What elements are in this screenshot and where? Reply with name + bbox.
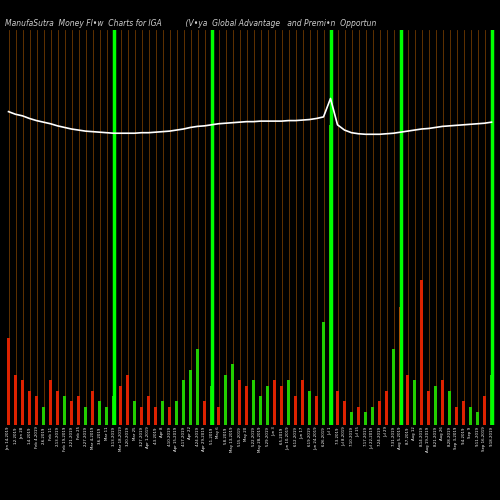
Bar (230, 364, 234, 425)
Bar (14, 375, 18, 425)
Bar (34, 396, 38, 425)
Bar (448, 391, 452, 425)
Bar (384, 391, 388, 425)
Bar (490, 375, 494, 425)
Bar (98, 402, 102, 425)
Bar (132, 402, 136, 425)
Bar (174, 402, 178, 425)
Bar (258, 396, 262, 425)
Bar (392, 348, 396, 425)
Bar (84, 406, 87, 425)
Bar (328, 125, 332, 425)
Bar (70, 402, 73, 425)
Bar (224, 375, 228, 425)
Bar (406, 375, 409, 425)
Bar (350, 412, 354, 425)
Bar (286, 380, 290, 425)
Bar (336, 391, 340, 425)
Bar (322, 322, 326, 425)
Bar (356, 406, 360, 425)
Bar (482, 396, 486, 425)
Bar (462, 402, 466, 425)
Bar (154, 406, 158, 425)
Bar (188, 370, 192, 425)
Bar (364, 412, 368, 425)
Bar (182, 380, 186, 425)
Bar (342, 402, 346, 425)
Bar (126, 375, 130, 425)
Bar (314, 396, 318, 425)
Bar (48, 380, 52, 425)
Bar (454, 406, 458, 425)
Bar (440, 380, 444, 425)
Bar (426, 391, 430, 425)
Bar (434, 386, 438, 425)
Bar (252, 380, 256, 425)
Bar (104, 406, 108, 425)
Bar (76, 396, 80, 425)
Bar (112, 396, 116, 425)
Bar (398, 306, 402, 425)
Bar (118, 386, 122, 425)
Bar (266, 386, 270, 425)
Bar (300, 380, 304, 425)
Bar (294, 396, 298, 425)
Bar (6, 338, 10, 425)
Bar (210, 386, 214, 425)
Bar (56, 391, 60, 425)
Bar (272, 380, 276, 425)
Bar (308, 391, 312, 425)
Bar (238, 380, 242, 425)
Bar (168, 406, 172, 425)
Bar (244, 386, 248, 425)
Bar (90, 391, 94, 425)
Bar (28, 391, 32, 425)
Bar (370, 406, 374, 425)
Bar (146, 396, 150, 425)
Bar (378, 402, 382, 425)
Bar (42, 406, 46, 425)
Bar (62, 396, 66, 425)
Bar (140, 406, 143, 425)
Bar (468, 406, 472, 425)
Bar (160, 402, 164, 425)
Bar (420, 280, 424, 425)
Bar (202, 402, 206, 425)
Bar (280, 386, 283, 425)
Text: ManufaSutra  Money Fl•w  Charts for IGA          (V•ya  Global Advantage   and P: ManufaSutra Money Fl•w Charts for IGA (V… (5, 19, 376, 28)
Bar (412, 380, 416, 425)
Bar (196, 348, 200, 425)
Bar (216, 406, 220, 425)
Bar (20, 380, 24, 425)
Bar (476, 412, 480, 425)
